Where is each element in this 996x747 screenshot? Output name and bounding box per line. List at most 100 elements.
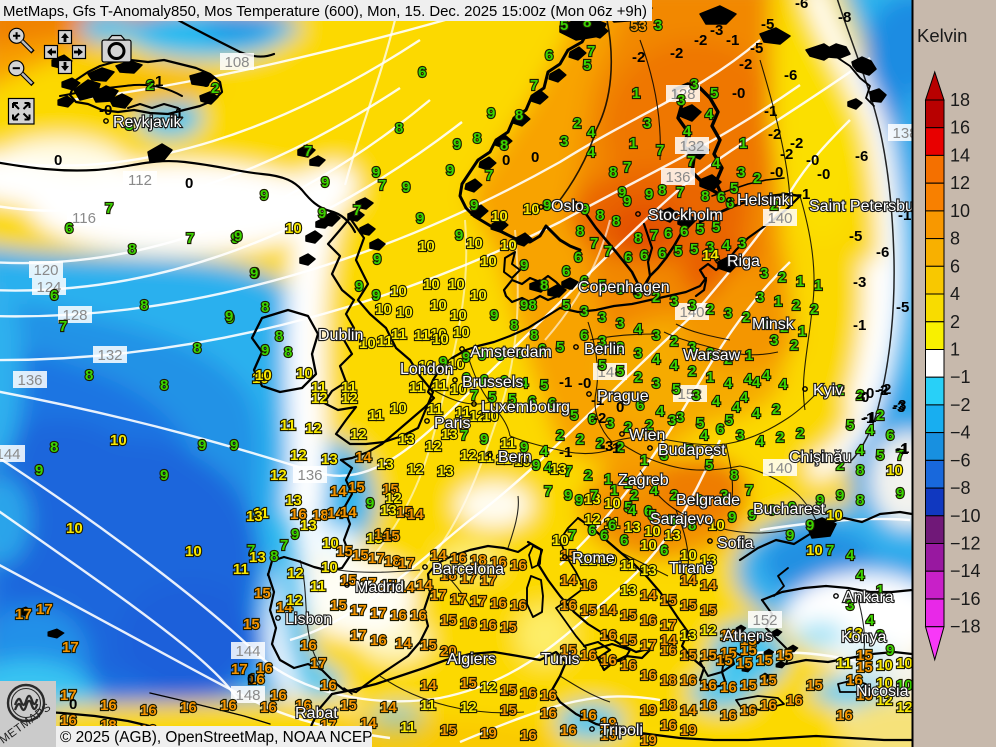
svg-text:Dublin: Dublin	[318, 327, 363, 344]
svg-text:9: 9	[520, 439, 528, 456]
svg-text:15: 15	[440, 612, 457, 629]
svg-text:6: 6	[562, 263, 570, 280]
svg-text:Sarajevo: Sarajevo	[650, 511, 713, 528]
svg-text:6: 6	[480, 372, 488, 389]
svg-text:5: 5	[668, 512, 676, 529]
svg-text:3: 3	[652, 375, 660, 392]
svg-text:6: 6	[462, 370, 470, 387]
svg-text:1: 1	[739, 135, 747, 152]
svg-text:−4: −4	[950, 423, 971, 443]
svg-text:6: 6	[588, 411, 596, 428]
svg-text:12: 12	[460, 699, 477, 716]
svg-text:10: 10	[640, 537, 657, 554]
svg-text:1: 1	[774, 293, 782, 310]
svg-text:13: 13	[321, 451, 338, 468]
svg-text:6: 6	[717, 189, 725, 206]
svg-text:5: 5	[710, 85, 718, 102]
svg-text:138: 138	[892, 125, 917, 142]
svg-text:13: 13	[584, 491, 601, 508]
svg-text:5: 5	[846, 417, 854, 434]
svg-text:-1: -1	[895, 441, 908, 458]
svg-text:7: 7	[564, 463, 572, 480]
svg-text:-0: -0	[99, 102, 112, 119]
svg-text:8: 8	[530, 327, 538, 344]
svg-text:7: 7	[650, 227, 658, 244]
svg-text:16: 16	[180, 699, 197, 716]
svg-text:4: 4	[683, 123, 692, 140]
svg-text:9: 9	[886, 642, 894, 659]
svg-text:1: 1	[706, 369, 714, 386]
svg-text:Rabat: Rabat	[295, 705, 338, 722]
svg-text:8: 8	[261, 299, 269, 316]
svg-text:9: 9	[402, 179, 410, 196]
svg-text:7: 7	[745, 482, 753, 499]
svg-text:4: 4	[722, 237, 731, 254]
svg-text:2: 2	[670, 333, 678, 350]
svg-text:9: 9	[768, 502, 776, 519]
svg-text:15: 15	[500, 619, 517, 636]
svg-text:15: 15	[680, 597, 697, 614]
svg-text:15: 15	[720, 645, 737, 662]
svg-text:10: 10	[285, 220, 302, 237]
svg-text:10: 10	[950, 201, 970, 221]
svg-text:15: 15	[352, 547, 369, 564]
svg-text:6: 6	[716, 421, 724, 438]
svg-text:16: 16	[600, 652, 617, 669]
svg-text:16: 16	[460, 615, 477, 632]
svg-text:2: 2	[776, 429, 784, 446]
svg-text:-0: -0	[732, 85, 745, 102]
svg-text:136: 136	[17, 372, 42, 389]
svg-text:−1: −1	[950, 367, 971, 387]
svg-text:4: 4	[700, 427, 709, 444]
svg-text:London: London	[400, 361, 453, 378]
svg-text:14: 14	[700, 577, 717, 594]
svg-text:144: 144	[0, 446, 21, 463]
svg-text:8: 8	[576, 223, 584, 240]
svg-text:-6: -6	[784, 67, 797, 84]
svg-text:13: 13	[246, 508, 263, 525]
svg-text:8: 8	[50, 439, 58, 456]
svg-text:15: 15	[806, 677, 823, 694]
svg-text:152: 152	[752, 612, 777, 629]
svg-text:6: 6	[528, 393, 536, 410]
svg-text:15: 15	[560, 642, 577, 659]
svg-text:9: 9	[321, 174, 329, 191]
svg-text:0: 0	[779, 317, 787, 334]
svg-text:12: 12	[350, 426, 367, 443]
svg-text:18: 18	[312, 507, 329, 524]
svg-text:11: 11	[620, 557, 636, 574]
svg-text:4: 4	[866, 422, 875, 439]
svg-text:6: 6	[620, 532, 628, 549]
svg-text:9: 9	[788, 499, 796, 516]
svg-text:4: 4	[846, 547, 855, 564]
svg-text:3: 3	[695, 492, 703, 509]
svg-text:17: 17	[368, 550, 385, 567]
svg-text:7: 7	[530, 77, 538, 94]
svg-text:10: 10	[644, 523, 661, 540]
svg-text:9: 9	[816, 492, 824, 509]
svg-text:1: 1	[814, 277, 822, 294]
svg-text:Tripoli: Tripoli	[600, 722, 643, 739]
svg-text:12: 12	[460, 447, 477, 464]
svg-text:8: 8	[193, 340, 201, 357]
svg-text:9: 9	[291, 526, 299, 543]
svg-text:148: 148	[235, 687, 260, 704]
svg-text:14: 14	[430, 547, 447, 564]
svg-text:15: 15	[716, 652, 733, 669]
svg-text:-0: -0	[806, 152, 819, 169]
svg-text:15: 15	[760, 672, 777, 689]
svg-text:148: 148	[597, 364, 622, 381]
svg-text:6: 6	[950, 256, 960, 276]
svg-text:3: 3	[690, 76, 698, 93]
svg-text:-0: -0	[578, 375, 591, 392]
svg-text:10: 10	[432, 331, 449, 348]
svg-text:11: 11	[836, 655, 852, 672]
svg-text:2: 2	[624, 475, 632, 492]
svg-text:8: 8	[395, 120, 403, 137]
svg-text:16: 16	[640, 667, 657, 684]
svg-text:20: 20	[440, 643, 457, 660]
svg-text:9: 9	[198, 437, 206, 454]
svg-text:6: 6	[588, 522, 596, 539]
svg-text:11: 11	[280, 417, 296, 434]
svg-text:2: 2	[876, 407, 884, 424]
